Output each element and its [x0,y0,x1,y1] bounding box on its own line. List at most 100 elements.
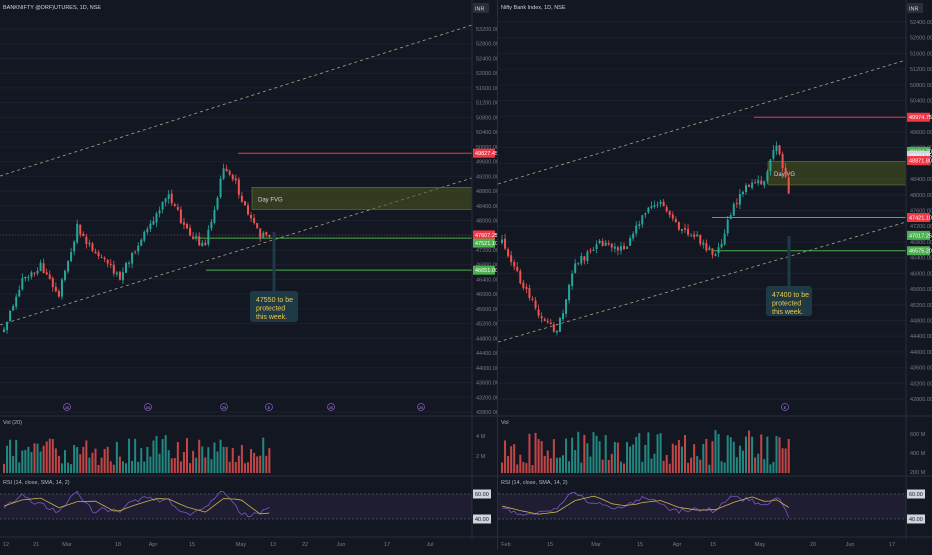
candle-body[interactable] [259,228,262,238]
candle-body[interactable] [189,227,192,236]
candle-body[interactable] [546,320,549,323]
candle-body[interactable] [552,324,555,332]
candle-body[interactable] [158,210,161,214]
candle-body[interactable] [106,259,109,264]
currency-badge[interactable] [907,3,923,13]
candle-body[interactable] [613,246,616,249]
candle-body[interactable] [219,178,222,198]
candle-body[interactable] [729,215,732,219]
candle-body[interactable] [717,247,720,254]
candle-body[interactable] [650,206,653,208]
event-marker[interactable] [63,403,71,411]
candle-body[interactable] [674,219,677,223]
candle-body[interactable] [659,201,662,205]
candle-body[interactable] [6,321,9,331]
event-marker[interactable] [417,403,425,411]
candle-body[interactable] [57,291,60,297]
candle-body[interactable] [565,299,568,314]
candle-body[interactable] [228,170,231,175]
candle-body[interactable] [702,242,705,245]
candle-body[interactable] [769,159,772,172]
candle-body[interactable] [528,288,531,299]
candle-body[interactable] [265,231,268,235]
candle-body[interactable] [504,238,507,249]
candle-body[interactable] [115,272,118,275]
candle-body[interactable] [140,239,143,246]
candle-body[interactable] [626,246,629,249]
candle-body[interactable] [192,236,195,239]
candle-body[interactable] [155,213,158,223]
candle-body[interactable] [751,182,754,188]
candle-body[interactable] [240,195,243,202]
candle-body[interactable] [723,233,726,245]
candle-body[interactable] [684,227,686,230]
candle-body[interactable] [94,251,97,254]
candle-body[interactable] [79,224,82,235]
event-marker[interactable] [220,403,228,411]
candle-body[interactable] [635,225,638,234]
candle-body[interactable] [671,214,674,219]
candle-body[interactable] [680,229,683,231]
candle-body[interactable] [210,221,213,229]
candle-body[interactable] [720,243,723,248]
candle-body[interactable] [247,205,249,215]
candle-body[interactable] [549,322,552,325]
candle-body[interactable] [690,235,693,237]
candle-body[interactable] [97,252,100,257]
candle-body[interactable] [18,289,21,297]
candle-body[interactable] [665,206,668,212]
candle-body[interactable] [146,228,149,233]
candle-body[interactable] [234,178,237,181]
candle-body[interactable] [623,245,625,249]
candle-body[interactable] [644,213,647,215]
candle-body[interactable] [677,221,680,230]
candle-body[interactable] [513,262,516,267]
event-marker[interactable] [781,403,789,411]
price-axis[interactable]: 52400.00 52000.00 51600.00 51200.00 50800.00… [905,0,932,540]
candle-body[interactable] [128,262,131,264]
candle-body[interactable] [67,260,70,272]
candle-body[interactable] [48,274,51,280]
candle-body[interactable] [76,223,79,243]
candle-body[interactable] [586,251,589,262]
candle-body[interactable] [519,270,522,284]
candle-body[interactable] [42,263,45,274]
candle-body[interactable] [216,197,219,210]
candle-body[interactable] [592,249,595,251]
candle-body[interactable] [732,203,735,216]
candle-body[interactable] [109,263,112,266]
candle-body[interactable] [9,310,12,322]
fvg-zone[interactable] [251,187,473,210]
candle-body[interactable] [705,243,708,251]
candle-body[interactable] [73,241,76,252]
candle-body[interactable] [693,234,696,237]
candle-body[interactable] [164,198,167,203]
candle-body[interactable] [555,330,558,333]
candle-body[interactable] [775,145,778,152]
candle-body[interactable] [88,242,91,245]
candle-body[interactable] [516,266,519,271]
candle-body[interactable] [112,264,115,274]
candle-body[interactable] [558,318,561,332]
candle-body[interactable] [540,316,543,319]
candle-body[interactable] [182,222,185,225]
candle-body[interactable] [653,205,656,207]
candle-body[interactable] [82,233,85,237]
candle-body[interactable] [601,241,604,247]
candle-body[interactable] [595,244,598,250]
price-axis[interactable]: 53200.00 52800.00 52400.00 52000.00 51600.00… [471,0,499,540]
candle-body[interactable] [27,276,30,278]
candle-body[interactable] [15,296,18,307]
candle-body[interactable] [103,257,106,260]
candle-body[interactable] [12,306,15,311]
candle-body[interactable] [778,145,781,155]
candle-body[interactable] [604,242,607,246]
candle-body[interactable] [748,184,751,187]
candle-body[interactable] [501,239,503,243]
candle-body[interactable] [632,233,635,239]
candle-body[interactable] [577,263,580,265]
candle-body[interactable] [598,240,601,244]
candle-body[interactable] [204,242,207,246]
time-axis[interactable]: Feb 15 Mar 15 Apr 15 May 20 Jun 17 [498,536,932,548]
